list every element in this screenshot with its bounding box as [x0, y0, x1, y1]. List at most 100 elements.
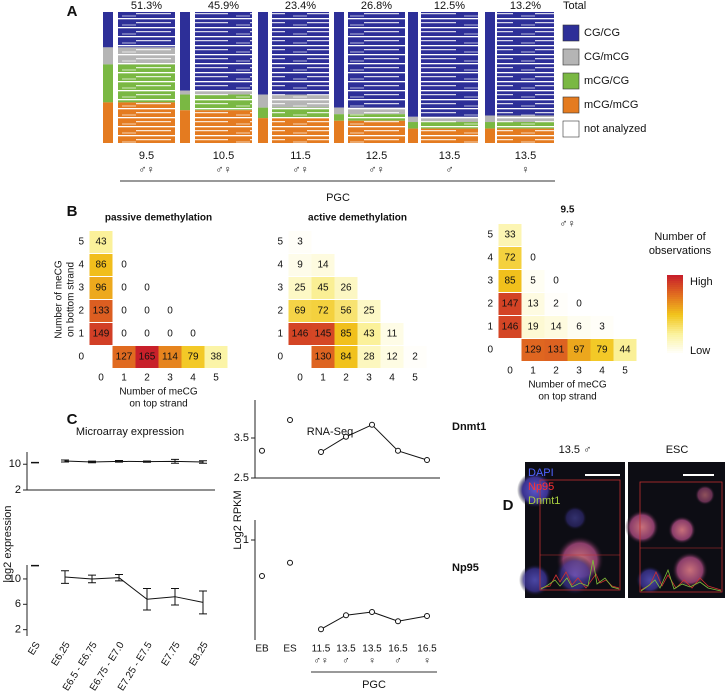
- heat-cell: [498, 270, 522, 292]
- x-tick-label: 2: [343, 373, 349, 384]
- y-axis-label: Number of meCG: [54, 260, 65, 339]
- panel-label: A: [67, 3, 78, 20]
- x-tick-label: 3: [366, 373, 372, 384]
- cell-label: 14: [317, 260, 329, 271]
- heat-cell: [311, 346, 335, 368]
- heat-cell: [112, 254, 136, 276]
- cell-label: 38: [210, 352, 222, 363]
- x-tick-sublabel: ♂: [342, 656, 350, 667]
- cell-label: 44: [619, 345, 631, 356]
- stack-segment: [334, 12, 344, 108]
- stack-segment: [258, 94, 268, 108]
- cell-label: 25: [363, 306, 375, 317]
- cell-label: 0: [121, 260, 127, 271]
- colorbar-title: Number of: [654, 231, 706, 243]
- x-tick-label: 11.5: [312, 644, 331, 655]
- heat-cell: [521, 339, 545, 361]
- y-tick-label: 1: [487, 322, 493, 333]
- x-tick-label: 4: [389, 373, 395, 384]
- x-tick-label: 5: [213, 373, 219, 384]
- heat-cell: [89, 231, 113, 253]
- x-tick-label: EB: [255, 644, 269, 655]
- colorbar-step: [667, 287, 683, 290]
- x-tick-label: 13.5: [336, 644, 356, 655]
- colorbar-step: [667, 291, 683, 294]
- cell-label: 0: [530, 253, 536, 264]
- pattern-rows: [497, 12, 554, 143]
- cell-label: 146: [292, 329, 309, 340]
- legend-swatch: [562, 48, 580, 66]
- panel-label: D: [503, 497, 514, 514]
- y-tick-label: 2: [15, 624, 21, 636]
- heat-cell: [288, 231, 312, 253]
- pattern-rows: [195, 12, 252, 143]
- panel-label: B: [67, 203, 78, 220]
- heat-cell: [288, 300, 312, 322]
- heat-cell: [544, 293, 568, 315]
- x-tick-label: 10.5: [213, 150, 234, 162]
- colorbar-step: [667, 283, 683, 286]
- series-line: [320, 611, 428, 630]
- y-tick-label: 4: [78, 260, 84, 271]
- point: [343, 433, 349, 440]
- x-tick-label: 1: [530, 366, 536, 377]
- heat-cell: [135, 277, 159, 299]
- cell-label: 12: [386, 352, 398, 363]
- total-label: 45.9%: [208, 0, 239, 12]
- x-tick-label: 13.5: [439, 150, 460, 162]
- y-axis-label: Log2 RPKM: [232, 490, 244, 549]
- stack-segment: [258, 12, 268, 95]
- heat-cell: [403, 346, 427, 368]
- heat-cell: [311, 323, 335, 345]
- heatmap-title: active demethylation: [308, 213, 407, 224]
- cell-label: 0: [121, 329, 127, 340]
- stack-segment: [485, 128, 495, 143]
- legend-label: CG/CG: [584, 27, 620, 39]
- colorbar-step: [667, 327, 683, 330]
- stack-segment: [485, 115, 495, 123]
- group-label: PGC: [326, 192, 350, 204]
- cell-label: 3: [297, 237, 303, 248]
- heat-cell: [112, 300, 136, 322]
- image-title: ESC: [666, 444, 689, 456]
- stack-segment: [408, 12, 418, 117]
- x-tick-sublabel: ♂♀: [314, 656, 329, 667]
- stack-segment: [334, 107, 344, 115]
- cell-label: 6: [576, 322, 582, 333]
- cell-label: 127: [116, 352, 133, 363]
- y-tick-label: 5: [277, 237, 283, 248]
- heat-cell: [567, 316, 591, 338]
- stack-segment: [258, 118, 268, 143]
- error-bar: [88, 460, 96, 464]
- x-tick-label: 0: [507, 366, 513, 377]
- colorbar-step: [667, 333, 683, 336]
- cell-label: 147: [502, 299, 519, 310]
- colorbar-high: High: [690, 276, 713, 288]
- x-axis-label: Number of meCG: [119, 387, 198, 398]
- series-line: [64, 460, 204, 463]
- error-bar: [199, 590, 207, 615]
- y-tick-label: 2: [277, 306, 283, 317]
- heat-cell: [357, 346, 381, 368]
- x-axis-label: on top strand: [538, 392, 596, 403]
- colorbar-step: [667, 289, 683, 292]
- x-tick-label: 4: [599, 366, 605, 377]
- heat-cell: [112, 277, 136, 299]
- legend-swatch: [562, 96, 580, 114]
- legend-label: not analyzed: [584, 123, 646, 135]
- cell-label: 96: [95, 283, 107, 294]
- y-tick-label: 0: [277, 352, 283, 363]
- pattern-rows: [118, 12, 175, 143]
- heat-cell: [590, 316, 614, 338]
- cell-label: 9: [297, 260, 303, 271]
- x-tick-label: 5: [622, 366, 628, 377]
- heat-cell: [357, 323, 381, 345]
- heat-cell: [613, 339, 637, 361]
- x-tick-sublabel: ♂: [445, 164, 453, 176]
- colorbar-step: [667, 309, 683, 312]
- cell-label: 13: [527, 299, 539, 310]
- heat-cell: [498, 316, 522, 338]
- x-tick-label: E7.75: [160, 640, 183, 668]
- colorbar-step: [667, 279, 683, 282]
- total-label: 51.3%: [131, 0, 162, 12]
